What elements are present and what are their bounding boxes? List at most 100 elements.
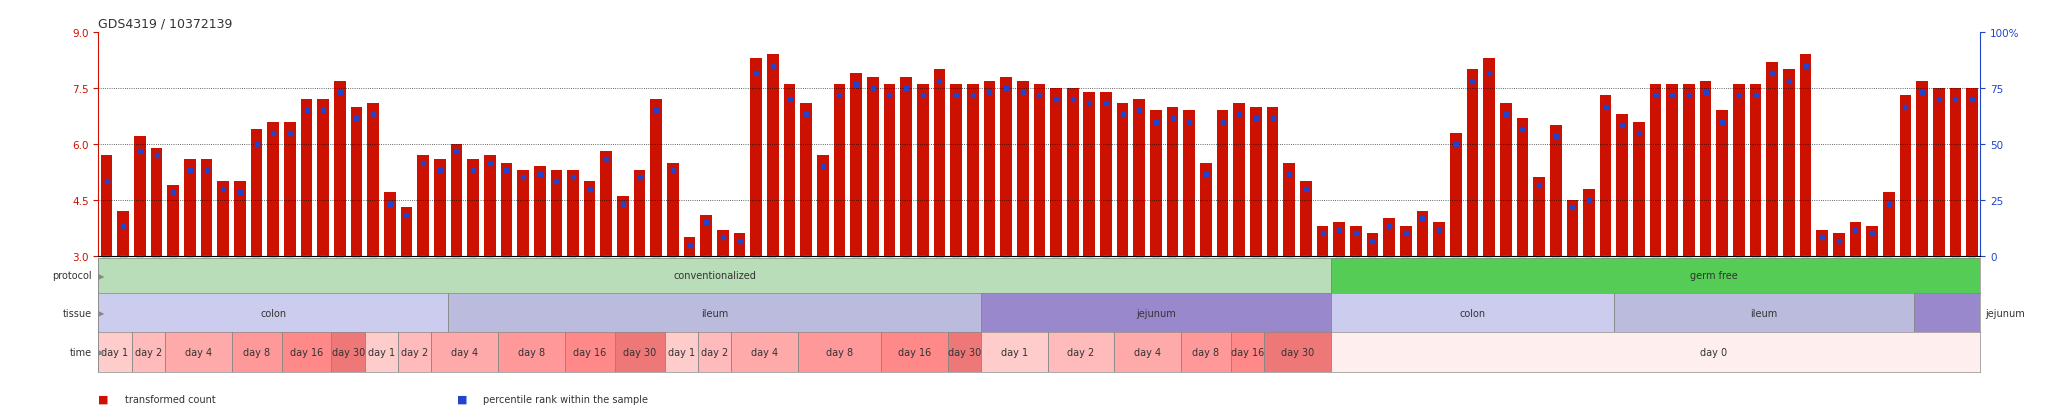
Bar [866, 78, 879, 256]
Text: jejunum: jejunum [1137, 308, 1176, 318]
Text: day 4: day 4 [451, 347, 479, 357]
Bar [1331, 258, 2048, 293]
Bar [1264, 332, 1331, 372]
Bar [1667, 85, 1677, 256]
Point [1505, 126, 1538, 133]
Point [1939, 97, 1972, 103]
Point [1157, 115, 1190, 122]
Point [1456, 78, 1489, 85]
Text: day 30: day 30 [623, 347, 655, 357]
Bar [1518, 119, 1528, 256]
Point [723, 238, 756, 244]
Point [1440, 141, 1473, 148]
Bar [981, 293, 1331, 332]
Bar [301, 100, 313, 256]
Point [590, 156, 623, 163]
Bar [1434, 223, 1446, 256]
Bar [535, 167, 545, 256]
Bar [1784, 70, 1794, 256]
Point [1073, 100, 1106, 107]
Bar [1133, 100, 1145, 256]
Point [1706, 119, 1739, 126]
Bar [1300, 182, 1311, 256]
Bar [950, 85, 963, 256]
Bar [98, 258, 1331, 293]
Bar [350, 107, 362, 256]
Bar [1184, 111, 1196, 256]
Bar [1849, 223, 1862, 256]
Point [223, 190, 256, 196]
Bar [498, 332, 565, 372]
Point [1272, 171, 1305, 178]
Bar [948, 332, 981, 372]
Bar [1466, 70, 1479, 256]
Bar [1018, 81, 1028, 256]
Bar [1182, 332, 1231, 372]
Bar [281, 332, 332, 372]
Point [424, 167, 457, 174]
Bar [250, 130, 262, 256]
Bar [317, 100, 330, 256]
Bar [666, 332, 698, 372]
Point [739, 71, 772, 77]
Point [356, 112, 389, 118]
Point [1473, 71, 1505, 77]
Bar [1284, 163, 1294, 256]
Point [639, 108, 672, 114]
Text: day 8: day 8 [1192, 347, 1219, 357]
Bar [1550, 126, 1561, 256]
Bar [1350, 226, 1362, 256]
Point [408, 160, 440, 166]
Bar [1966, 89, 1978, 256]
Text: day 1: day 1 [1001, 347, 1028, 357]
Bar [334, 81, 346, 256]
Bar [1333, 223, 1346, 256]
Bar [483, 156, 496, 256]
Bar [801, 104, 811, 256]
Point [791, 112, 823, 118]
Bar [633, 171, 645, 256]
Point [1389, 230, 1421, 237]
Point [657, 167, 690, 174]
Text: day 1: day 1 [102, 347, 129, 357]
Point [1122, 108, 1155, 114]
Bar [168, 185, 178, 256]
Text: GDS4319 / 10372139: GDS4319 / 10372139 [98, 17, 233, 31]
Point [340, 115, 373, 122]
Bar [1217, 111, 1229, 256]
Bar [1450, 133, 1462, 256]
Bar [717, 230, 729, 256]
Text: day 0: day 0 [1700, 347, 1726, 357]
Text: day 8: day 8 [518, 347, 545, 357]
Point [872, 93, 905, 100]
Point [106, 223, 139, 230]
Point [840, 82, 872, 88]
Point [139, 152, 172, 159]
Bar [981, 332, 1049, 372]
Bar [1901, 96, 1911, 256]
Bar [1114, 332, 1182, 372]
Text: colon: colon [260, 308, 287, 318]
Bar [1651, 85, 1661, 256]
Bar [166, 332, 231, 372]
Bar [418, 156, 428, 256]
Bar [799, 332, 881, 372]
Bar [731, 332, 799, 372]
Text: transformed count: transformed count [125, 394, 215, 404]
Point [1323, 227, 1356, 233]
Bar [551, 171, 561, 256]
Text: colon: colon [1460, 308, 1485, 318]
Point [1106, 112, 1139, 118]
Point [623, 175, 655, 181]
Bar [98, 332, 131, 372]
Point [1589, 104, 1622, 111]
Bar [1632, 122, 1645, 256]
Bar [934, 70, 946, 256]
Bar [1051, 89, 1061, 256]
Point [674, 242, 707, 248]
Point [1190, 171, 1223, 178]
Point [1573, 197, 1606, 204]
Text: protocol: protocol [53, 271, 92, 281]
Bar [1151, 111, 1161, 256]
Bar [1683, 85, 1696, 256]
